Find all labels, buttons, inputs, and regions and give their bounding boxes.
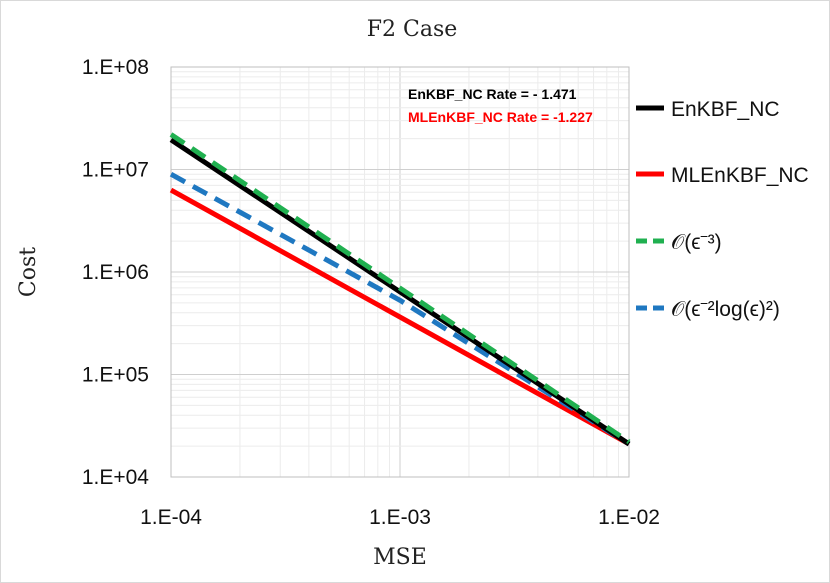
annotations: EnKBF_NC Rate = - 1.471 MLEnKBF_NC Rate =… <box>408 86 593 125</box>
legend-label: 𝒪(ϵ⁻²log(ϵ)²) <box>671 298 780 321</box>
y-tick-label: 1.E+04 <box>82 466 149 489</box>
legend: EnKBF_NC MLEnKBF_NC 𝒪(ϵ⁻³) 𝒪(ϵ⁻²log(ϵ)²) <box>636 98 809 321</box>
series-line-2 <box>169 187 631 447</box>
x-tick-label: 1.E-03 <box>369 506 431 529</box>
plot-area-frame <box>170 66 630 478</box>
chart-title: F2 Case <box>367 17 458 42</box>
rate-annotation: EnKBF_NC Rate = - 1.471 <box>408 86 577 102</box>
series-line-3 <box>169 132 631 444</box>
legend-label: EnKBF_NC <box>671 98 780 121</box>
x-axis-title: MSE <box>373 545 427 570</box>
tick-labels: 1.E-04 1.E-03 1.E-02 1.E+04 1.E+05 1.E+06 1.E+… <box>82 56 660 529</box>
series-layer <box>169 132 631 447</box>
series-line-4 <box>169 172 631 447</box>
y-tick-label: 1.E+07 <box>82 159 149 182</box>
legend-label: 𝒪(ϵ⁻³) <box>671 231 722 254</box>
y-tick-label: 1.E+08 <box>82 56 149 79</box>
legend-label: MLEnKBF_NC <box>671 164 809 187</box>
y-axis-title: Cost <box>16 247 41 297</box>
x-tick-label: 1.E-04 <box>140 506 202 529</box>
x-tick-label: 1.E-02 <box>598 506 660 529</box>
y-tick-label: 1.E+06 <box>82 261 149 284</box>
rate-annotation: MLEnKBF_NC Rate = -1.227 <box>408 109 593 125</box>
y-tick-label: 1.E+05 <box>82 364 149 387</box>
grid <box>170 66 630 478</box>
